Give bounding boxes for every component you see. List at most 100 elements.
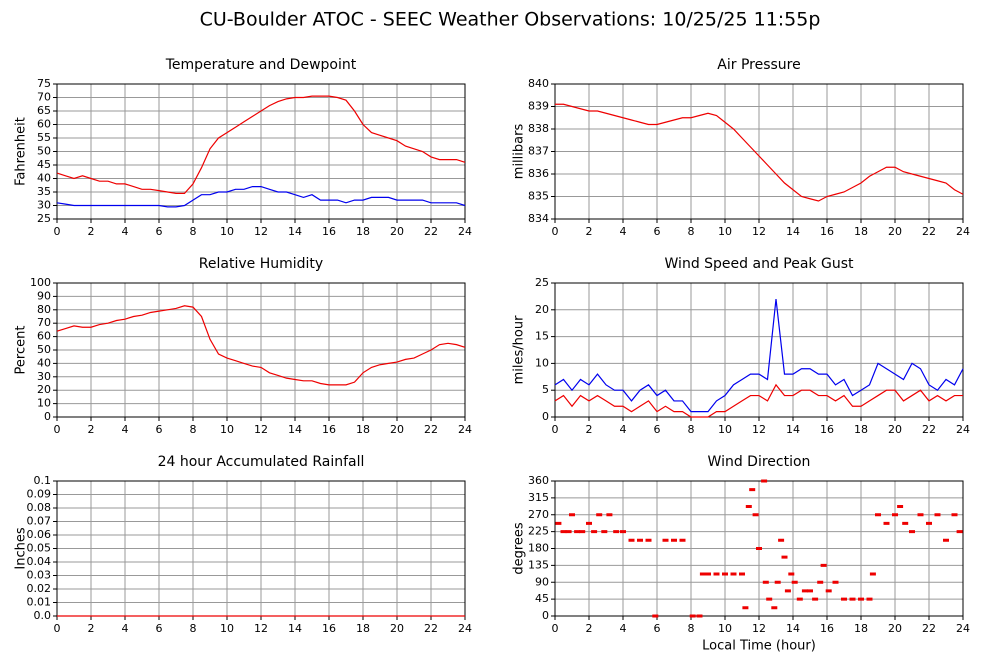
x-tick-label: 2 (88, 423, 95, 436)
x-tick-label: 18 (356, 225, 370, 238)
x-tick-label: 2 (586, 225, 593, 238)
x-tick-label: 6 (156, 423, 163, 436)
x-tick-label: 10 (220, 225, 234, 238)
plot-frame (554, 83, 964, 220)
y-tick-label: 60 (37, 118, 51, 131)
x-tick-label: 4 (620, 423, 627, 436)
y-tick-label: 0.1 (34, 474, 52, 487)
y-tick-label: 40 (37, 172, 51, 185)
data-point (784, 589, 791, 593)
y-tick-label: 0.03 (27, 569, 52, 582)
x-tick-label: 2 (586, 622, 593, 635)
y-tick-label: 0.06 (27, 528, 52, 541)
data-point (569, 513, 575, 517)
chart-title: Wind Speed and Peak Gust (665, 256, 854, 272)
x-tick-label: 12 (254, 622, 268, 635)
data-point (875, 513, 881, 517)
chart-title: Air Pressure (717, 57, 800, 73)
y-tick-label: 40 (37, 356, 51, 369)
data-point (637, 538, 643, 542)
data-point (620, 530, 626, 534)
data-line (554, 383, 963, 418)
x-tick-label: 0 (54, 423, 61, 436)
y-tick-label: 20 (535, 303, 549, 316)
data-point (745, 505, 752, 508)
data-point (652, 614, 659, 618)
x-tick-label: 4 (122, 225, 129, 238)
data-point (671, 538, 677, 542)
x-tick-label: 8 (190, 423, 197, 436)
y-tick-label: 45 (37, 158, 51, 171)
x-tick-label: 10 (718, 225, 732, 238)
y-tick-label: 0 (542, 609, 549, 622)
y-tick-label: 836 (528, 167, 549, 180)
data-point (956, 530, 963, 534)
y-tick-label: 20 (37, 383, 51, 396)
data-point (934, 513, 941, 517)
data-line (56, 186, 466, 208)
data-point (774, 580, 781, 584)
y-tick-label: 50 (37, 343, 51, 356)
x-tick-label: 24 (956, 423, 970, 436)
data-point (791, 580, 798, 584)
data-line (554, 299, 964, 413)
data-point (807, 589, 813, 593)
plot-frame (554, 282, 964, 418)
data-point (832, 580, 839, 584)
x-tick-label: 6 (156, 225, 163, 238)
y-tick-label: 30 (37, 370, 51, 383)
plot-frame (56, 83, 466, 220)
y-tick-label: 0.07 (27, 515, 52, 528)
x-tick-label: 16 (322, 225, 336, 238)
y-tick-label: 0.0 (34, 609, 52, 622)
data-point (866, 597, 873, 601)
y-tick-label: 135 (528, 558, 549, 571)
y-tick-label: 5 (542, 383, 549, 396)
y-tick-label: 50 (37, 145, 51, 158)
x-tick-label: 8 (688, 622, 695, 635)
x-tick-label: 6 (654, 225, 661, 238)
data-point (897, 505, 904, 508)
y-tick-label: 75 (37, 77, 51, 90)
data-point (801, 589, 808, 593)
x-tick-label: 18 (356, 622, 370, 635)
y-tick-label: 30 (37, 199, 51, 212)
x-tick-label: 18 (854, 423, 868, 436)
y-tick-label: 100 (30, 276, 51, 289)
data-point (742, 606, 749, 610)
data-point (781, 555, 788, 559)
x-tick-label: 10 (718, 423, 732, 436)
x-tick-label: 4 (122, 423, 129, 436)
y-tick-label: 0.04 (27, 555, 52, 568)
x-tick-label: 20 (390, 225, 404, 238)
x-tick-label: 20 (888, 423, 902, 436)
data-point (849, 597, 856, 601)
plot-frame (554, 480, 964, 617)
data-point (817, 580, 824, 584)
y-tick-label: 837 (528, 145, 549, 158)
x-tick-label: 20 (888, 622, 902, 635)
x-tick-label: 2 (586, 423, 593, 436)
data-point (917, 513, 924, 517)
data-point (771, 606, 778, 610)
data-point (722, 572, 728, 576)
data-point (565, 530, 572, 534)
x-tick-label: 12 (254, 225, 268, 238)
x-tick-label: 10 (220, 622, 234, 635)
x-tick-label: 16 (820, 423, 834, 436)
data-point (555, 521, 562, 525)
data-line (56, 95, 466, 194)
y-tick-label: 15 (535, 330, 549, 343)
y-tick-label: 0.05 (27, 542, 52, 555)
x-tick-label: 12 (752, 622, 766, 635)
y-axis-label: Fahrenheit (14, 117, 29, 186)
data-point (730, 572, 737, 576)
data-point (579, 530, 586, 534)
x-tick-label: 12 (254, 423, 268, 436)
x-tick-label: 24 (458, 225, 472, 238)
data-line (56, 305, 466, 386)
y-axis-label: Inches (14, 527, 29, 569)
x-tick-label: 8 (190, 622, 197, 635)
x-tick-label: 12 (752, 225, 766, 238)
y-tick-label: 0.01 (27, 596, 52, 609)
